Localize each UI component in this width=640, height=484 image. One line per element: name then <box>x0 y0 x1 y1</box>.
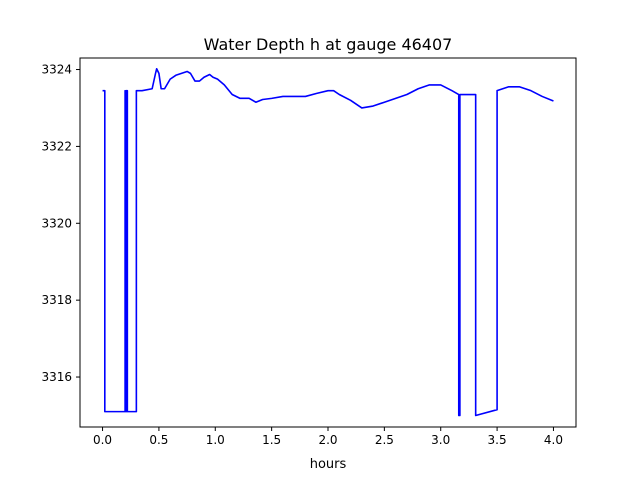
x-axis-label: hours <box>310 457 347 472</box>
x-tick-label: 3.5 <box>488 433 507 447</box>
series-line-0 <box>102 67 554 417</box>
y-tick-label: 3322 <box>41 139 72 153</box>
x-tick-label: 4.0 <box>544 433 563 447</box>
x-tick-label: 2.0 <box>318 433 337 447</box>
x-tick-label: 3.0 <box>431 433 450 447</box>
x-tick-label: 1.0 <box>206 433 225 447</box>
x-tick-label: 0.5 <box>149 433 168 447</box>
y-tick-label: 3318 <box>41 293 72 307</box>
y-tick-label: 3320 <box>41 216 72 230</box>
x-tick-label: 2.5 <box>375 433 394 447</box>
x-tick-label: 0.0 <box>93 433 112 447</box>
x-tick-label: 1.5 <box>262 433 281 447</box>
y-tick-label: 3316 <box>41 370 72 384</box>
plot-area: 0.0 0.5 1.0 1.5 2.0 2.5 3.0 3.5 4.0 3316 3318 3320 3… <box>41 57 577 447</box>
chart-title: Water Depth h at gauge 46407 <box>204 35 453 54</box>
y-tick-label: 3324 <box>41 63 72 77</box>
